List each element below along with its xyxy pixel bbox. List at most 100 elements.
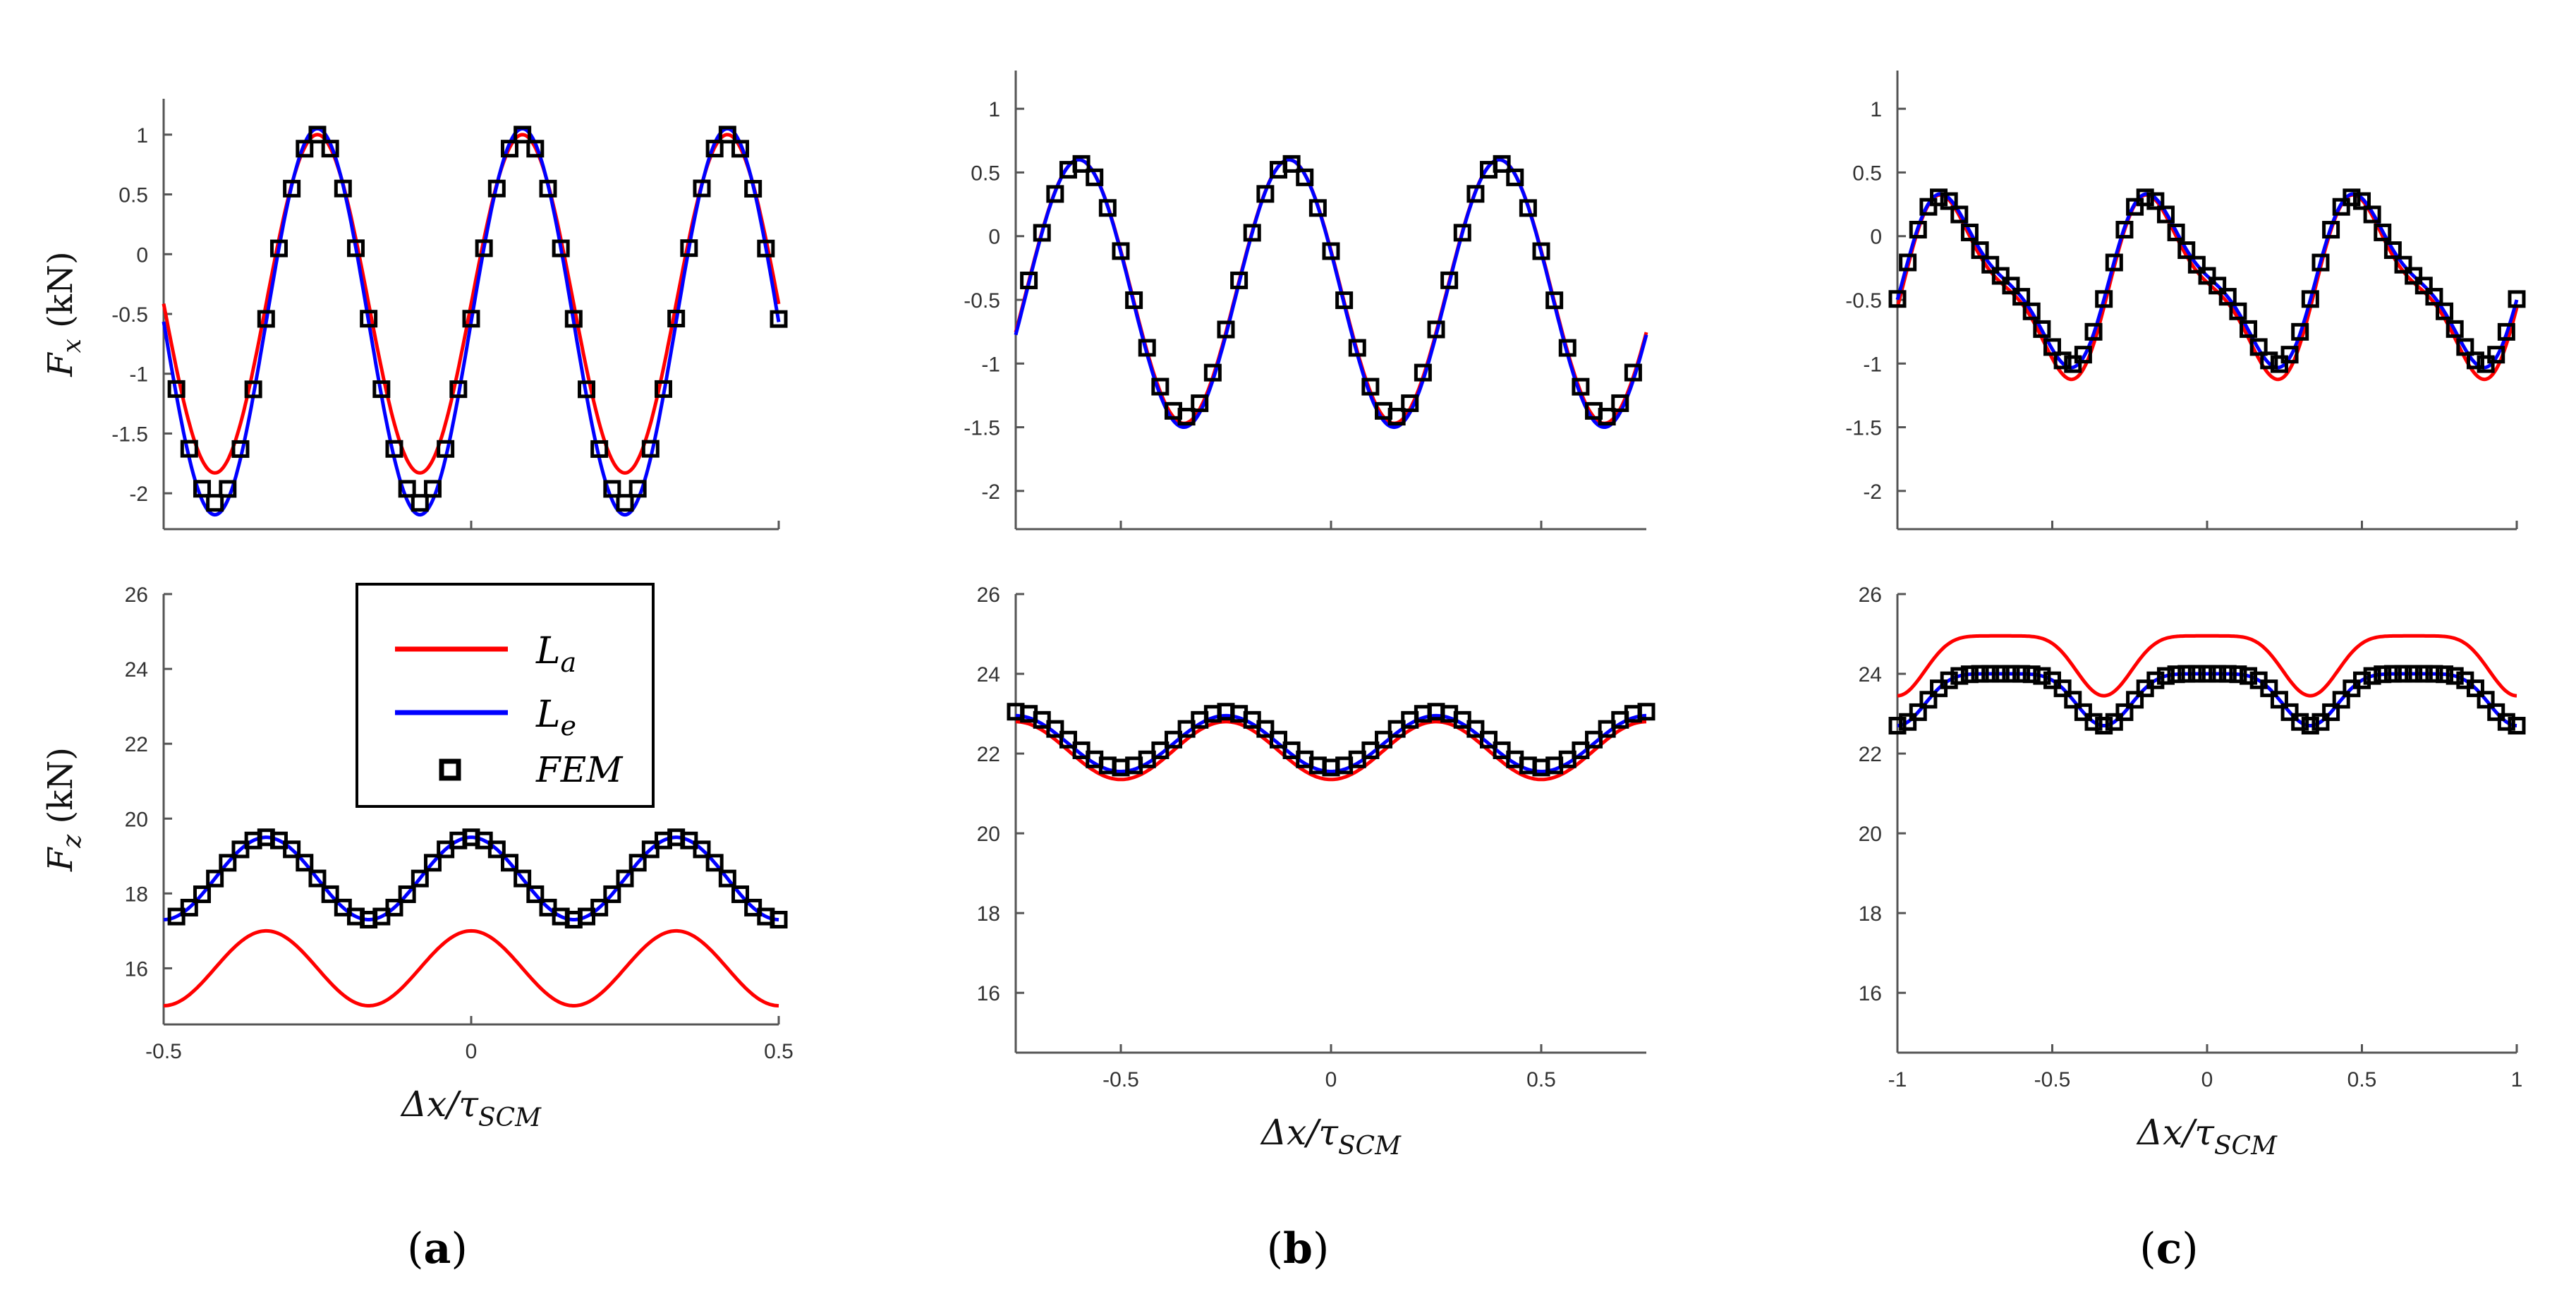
fem-marker-c-top-29 xyxy=(2187,255,2206,274)
fem-marker-a-bottom-8 xyxy=(269,831,288,849)
fem-marker-c-bottom-33 xyxy=(2229,665,2247,684)
fem-marker-b-top-8 xyxy=(1125,291,1143,309)
panel-c-bottom: 26 24 22 20 18 16 -1 -0.5 0 0.5 1 Δx/τSCM xyxy=(1859,583,2526,1161)
fem-marker-a-bottom-47 xyxy=(770,910,788,928)
fem-marker-b-top-20 xyxy=(1282,155,1301,173)
y-tick-label-a-bottom-3: 20 xyxy=(125,808,148,831)
y-label-sub-a-top: x xyxy=(58,339,87,353)
fem-marker-b-top-31 xyxy=(1427,320,1445,339)
y-tick-label-a-bottom-0: 26 xyxy=(125,583,148,607)
x-tick-label-c-bottom-1: -0.5 xyxy=(2034,1068,2071,1091)
fem-marker-c-top-14 xyxy=(2033,320,2051,338)
fem-marker-c-top-59 xyxy=(2497,322,2515,341)
fem-marker-a-top-3 xyxy=(206,494,224,512)
x-tick-label-a-bottom-1: 0 xyxy=(466,1040,478,1063)
fem-marker-a-top-6 xyxy=(244,380,262,399)
fem-marker-c-bottom-39 xyxy=(2291,713,2309,731)
fem-marker-a-top-33 xyxy=(590,440,609,458)
fem-marker-a-top-41 xyxy=(693,179,711,198)
fem-marker-b-top-37 xyxy=(1506,168,1524,186)
fem-marker-a-bottom-41 xyxy=(693,840,711,859)
fem-markers-b-bottom xyxy=(1007,703,1655,777)
fem-marker-a-top-36 xyxy=(628,480,647,498)
fem-marker-a-bottom-44 xyxy=(731,885,749,904)
fem-marker-c-top-9 xyxy=(1981,255,2000,274)
fem-marker-b-bottom-29 xyxy=(1387,720,1406,738)
y-tick-label-a-bottom-5: 16 xyxy=(125,957,148,981)
fem-marker-c-bottom-53 xyxy=(2436,665,2454,684)
fem-marker-b-top-7 xyxy=(1112,242,1130,260)
fem-marker-c-top-20 xyxy=(2095,290,2113,308)
fem-marker-b-top-45 xyxy=(1611,394,1629,412)
fem-marker-c-top-22 xyxy=(2115,221,2134,239)
legend-la-symbol: L xyxy=(535,630,561,672)
fem-marker-a-top-12 xyxy=(321,140,339,158)
x-label-sub-b-bottom: SCM xyxy=(1338,1132,1402,1161)
fem-marker-a-top-29 xyxy=(539,179,557,198)
fem-marker-c-bottom-9 xyxy=(1981,665,2000,683)
fem-marker-c-top-57 xyxy=(2477,355,2495,373)
caption-c: (c) xyxy=(2139,1224,2198,1273)
x-tick-label-a-bottom-0: -0.5 xyxy=(145,1040,182,1063)
y-tick-label-a-top-5: -1.5 xyxy=(111,423,148,446)
fem-marker-b-top-21 xyxy=(1296,168,1314,186)
fem-marker-b-bottom-27 xyxy=(1361,741,1380,759)
y-label-sub-a-bottom: z xyxy=(58,834,87,849)
fem-marker-a-top-37 xyxy=(641,440,660,458)
fem-marker-a-bottom-1 xyxy=(180,898,198,916)
series-la-a-top xyxy=(162,133,781,475)
fem-marker-b-bottom-36 xyxy=(1480,730,1497,749)
fem-marker-b-top-2 xyxy=(1046,185,1064,203)
fem-marker-c-bottom-31 xyxy=(2209,665,2227,683)
fem-marker-c-top-13 xyxy=(2022,302,2041,320)
y-tick-label-b-bottom-0: 26 xyxy=(977,583,1000,607)
fem-marker-c-bottom-58 xyxy=(2487,703,2505,721)
fem-marker-a-top-0 xyxy=(167,380,186,398)
fem-marker-a-top-16 xyxy=(372,380,391,399)
fem-marker-c-top-52 xyxy=(2425,288,2443,306)
y-tick-label-b-bottom-4: 18 xyxy=(977,902,1000,926)
fem-marker-a-top-4 xyxy=(219,480,237,498)
fem-marker-a-bottom-42 xyxy=(705,854,724,872)
fem-marker-c-bottom-43 xyxy=(2332,691,2350,709)
fem-marker-a-top-39 xyxy=(667,310,686,328)
fem-marker-a-top-40 xyxy=(680,239,698,258)
fem-marker-a-top-47 xyxy=(770,310,788,328)
fem-marker-c-top-37 xyxy=(2270,355,2288,373)
fem-marker-c-bottom-19 xyxy=(2084,713,2103,731)
y-label-symbol-a-bottom: F xyxy=(41,847,80,872)
fem-marker-c-bottom-2 xyxy=(1909,703,1927,721)
fem-marker-c-top-12 xyxy=(2012,288,2031,306)
legend-label-fem: FEM xyxy=(535,749,624,790)
x-label-b-bottom: Δx/τSCM xyxy=(1260,1112,1402,1161)
legend-box xyxy=(356,583,655,808)
fem-marker-c-top-25 xyxy=(2146,192,2165,210)
y-tick-label-c-top-4: -1 xyxy=(1863,353,1882,376)
fem-marker-c-bottom-22 xyxy=(2115,703,2134,721)
caption-a: (a) xyxy=(407,1224,468,1273)
y-tick-label-b-top-2: 0 xyxy=(988,226,1000,249)
y-tick-label-c-top-1: 0.5 xyxy=(1852,162,1882,185)
fem-marker-c-bottom-28 xyxy=(2177,665,2196,683)
fem-marker-b-bottom-4 xyxy=(1059,730,1077,749)
y-label-symbol-a-top: F xyxy=(41,352,80,377)
fem-marker-c-top-50 xyxy=(2405,267,2423,285)
y-tick-label-a-top-3: -0.5 xyxy=(111,303,148,327)
fem-marker-a-bottom-35 xyxy=(616,869,634,888)
fem-marker-c-bottom-45 xyxy=(2353,671,2371,689)
x-tick-label-c-bottom-2: 0 xyxy=(2201,1068,2213,1091)
fem-markers-a-top xyxy=(167,126,788,512)
y-tick-label-c-top-3: -0.5 xyxy=(1845,289,1882,313)
fem-marker-b-bottom-21 xyxy=(1282,741,1301,759)
fem-marker-c-bottom-20 xyxy=(2095,717,2113,735)
fem-marker-c-top-60 xyxy=(2508,290,2526,308)
fem-marker-a-bottom-13 xyxy=(334,898,352,916)
fem-marker-c-top-33 xyxy=(2229,302,2247,320)
fem-marker-a-top-11 xyxy=(308,126,327,144)
fem-marker-b-top-10 xyxy=(1151,377,1169,396)
y-tick-label-c-top-2: 0 xyxy=(1870,226,1882,249)
y-tick-label-c-bottom-4: 18 xyxy=(1859,902,1882,926)
y-tick-label-b-bottom-1: 24 xyxy=(977,663,1000,686)
y-tick-label-c-bottom-0: 26 xyxy=(1859,583,1882,607)
